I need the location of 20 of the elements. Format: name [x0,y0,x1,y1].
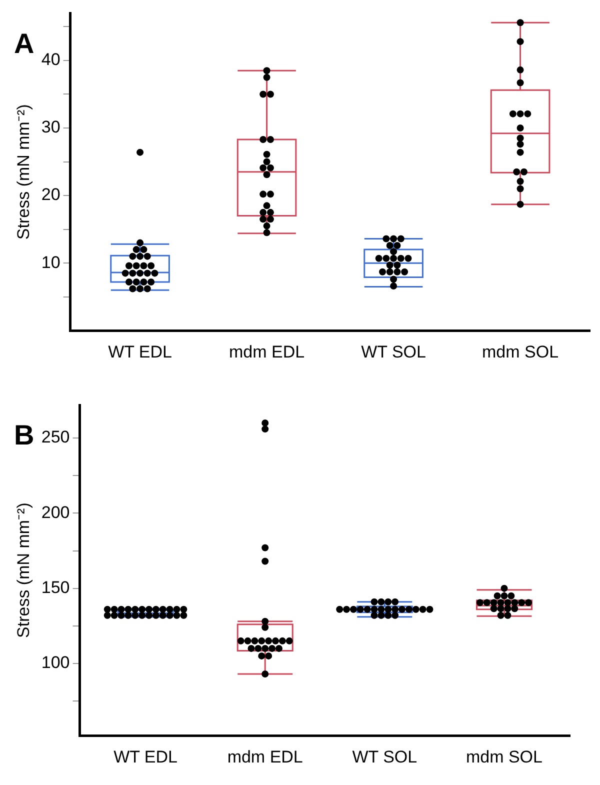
y-tick-label: 200 [41,502,70,522]
y-tick-label: 150 [41,578,70,598]
x-tick-label: WT EDL [114,747,178,766]
text: B [14,420,34,451]
y-axis-title: Stress (mN mm⁻²) [14,502,33,638]
x-tick-label: WT EDL [108,342,172,362]
y-tick-label: 30 [41,118,60,137]
text: A [14,28,34,59]
x-tick-label: WT SOL [352,747,418,766]
y-tick-label: 10 [41,252,60,272]
y-tick-label: 40 [41,50,60,70]
x-tick-label: mdm EDL [228,342,305,362]
y-tick-label: 100 [41,653,70,672]
x-tick-label: WT SOL [361,342,426,362]
y-axis-title: Stress (mN mm⁻²) [14,104,33,240]
y-tick-label: 20 [41,185,60,204]
x-tick-label: mdm SOL [466,747,542,766]
y-tick-label: 250 [41,428,70,447]
x-tick-label: mdm EDL [227,747,303,766]
x-tick-label: mdm SOL [482,342,559,362]
